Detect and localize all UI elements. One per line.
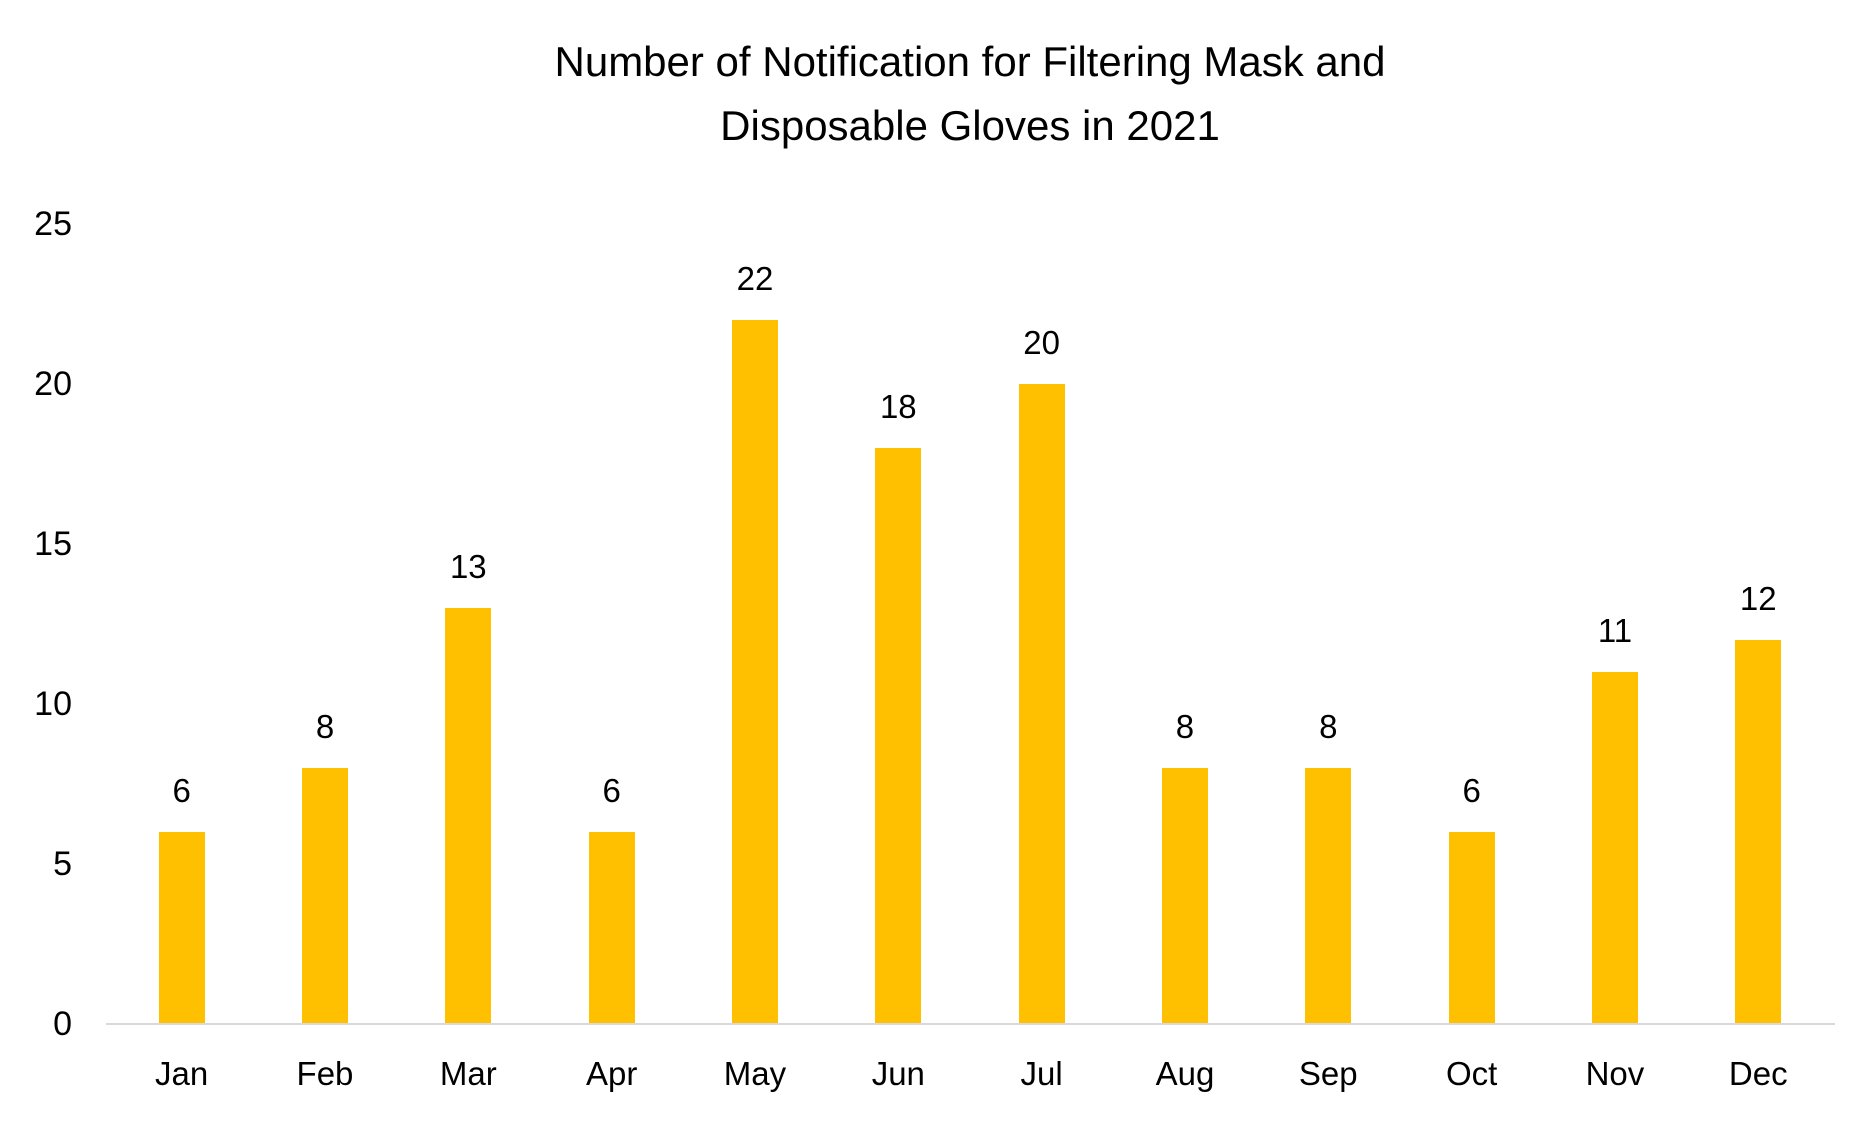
month-column-sep: 8 — [1257, 224, 1400, 1024]
bar-apr — [588, 832, 635, 1024]
x-tick-label-jul: Jul — [1020, 1055, 1063, 1092]
x-tick-label-may: May — [723, 1055, 787, 1092]
bar-sep — [1305, 768, 1352, 1024]
month-column-jul: 20 — [970, 224, 1113, 1024]
y-tick-label: 15 — [34, 525, 72, 563]
x-tick-label-feb: Feb — [296, 1055, 354, 1092]
bar-feb — [301, 768, 348, 1024]
y-tick-label: 10 — [34, 685, 72, 723]
data-label: 8 — [1319, 708, 1338, 745]
bar-mar — [445, 608, 492, 1024]
data-label: 13 — [449, 548, 487, 585]
bar-jan — [158, 832, 205, 1024]
chart-title: Number of Notification for Filtering Mas… — [110, 30, 1830, 158]
bar-jun — [875, 448, 922, 1024]
y-tick-label: 20 — [34, 365, 72, 403]
y-tick-label: 25 — [34, 205, 72, 243]
data-label: 22 — [736, 260, 774, 297]
y-tick-label: 5 — [53, 845, 72, 883]
month-column-feb: 8 — [253, 224, 396, 1024]
month-column-jun: 18 — [827, 224, 970, 1024]
bar-jul — [1018, 384, 1065, 1024]
bar-dec — [1735, 640, 1782, 1024]
data-label: 20 — [1023, 324, 1060, 361]
month-column-aug: 8 — [1113, 224, 1256, 1024]
x-tick-label-nov: Nov — [1585, 1055, 1645, 1092]
x-tick-label-jun: Jun — [871, 1055, 925, 1092]
chart-title-line-2: Disposable Gloves in 2021 — [720, 102, 1220, 149]
x-axis: Jan Feb Mar Apr May Jun Jul Aug Sep Oct Nov Dec — [110, 1052, 1830, 1096]
data-label: 8 — [315, 708, 335, 745]
chart-title-line-1: Number of Notification for Filtering Mas… — [554, 38, 1386, 85]
x-tick-label-mar: Mar — [439, 1055, 497, 1092]
x-tick-label-apr: Apr — [585, 1055, 638, 1092]
data-label: 6 — [602, 772, 621, 809]
month-column-dec: 12 — [1687, 224, 1830, 1024]
data-label: 6 — [1462, 772, 1481, 809]
month-column-oct: 6 — [1400, 224, 1543, 1024]
bar-aug — [1161, 768, 1208, 1024]
month-column-nov: 11 — [1543, 224, 1686, 1024]
data-label: 8 — [1175, 708, 1195, 745]
x-tick-label-sep: Sep — [1298, 1055, 1358, 1092]
data-label: 11 — [1597, 612, 1633, 649]
data-label: 12 — [1739, 580, 1777, 617]
x-tick-label-aug: Aug — [1155, 1055, 1215, 1092]
data-label: 6 — [172, 772, 191, 809]
plot-area: 6 8 13 6 22 18 20 8 8 6 11 12 — [110, 224, 1830, 1024]
x-tick-label-jan: Jan — [155, 1055, 209, 1092]
bar-oct — [1448, 832, 1495, 1024]
bar-may — [731, 320, 778, 1024]
x-axis-line — [106, 1023, 1835, 1025]
bar-nov — [1591, 672, 1638, 1024]
data-label: 18 — [879, 388, 917, 425]
month-column-mar: 13 — [397, 224, 540, 1024]
x-tick-label-oct: Oct — [1445, 1055, 1498, 1092]
month-column-may: 22 — [683, 224, 826, 1024]
y-tick-label: 0 — [53, 1005, 72, 1043]
x-tick-label-dec: Dec — [1728, 1055, 1788, 1092]
month-column-jan: 6 — [110, 224, 253, 1024]
y-axis: 0 5 10 15 20 25 — [0, 205, 72, 1043]
month-column-apr: 6 — [540, 224, 683, 1024]
